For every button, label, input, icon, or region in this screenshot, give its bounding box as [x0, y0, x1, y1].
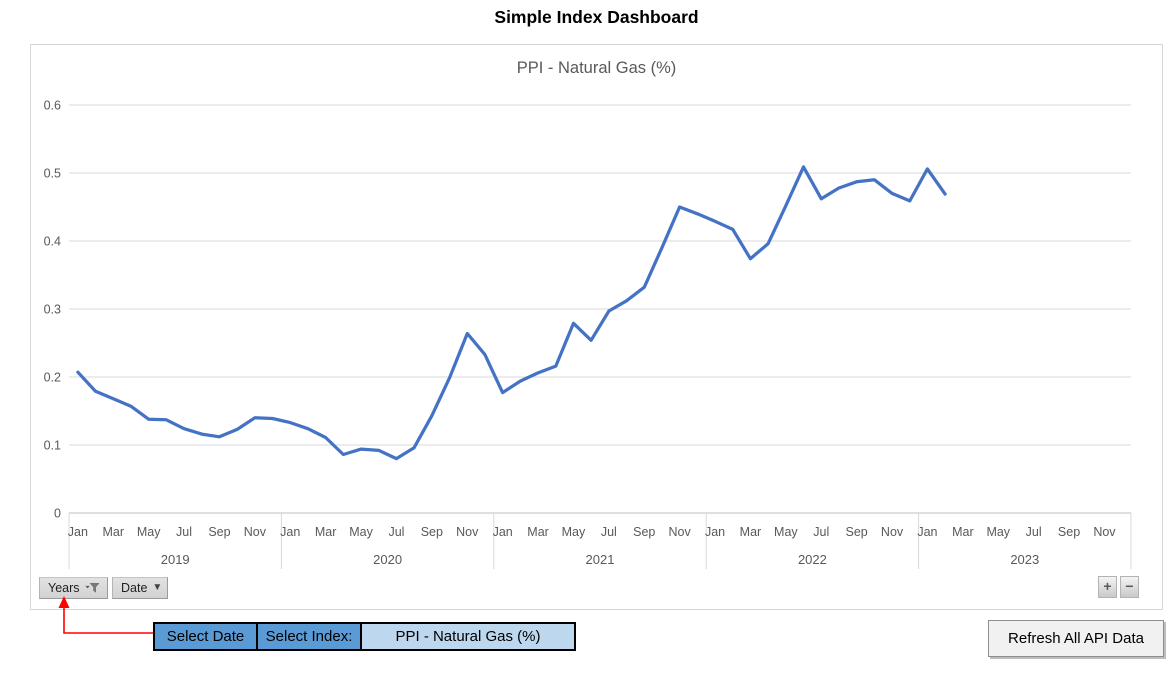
selector-strip: Select Date Select Index: PPI - Natural … [153, 622, 576, 651]
chevron-down-icon: ▼ [152, 582, 163, 593]
svg-text:Mar: Mar [102, 525, 124, 539]
svg-text:Nov: Nov [456, 525, 479, 539]
collapse-field-button[interactable]: − [1120, 576, 1139, 598]
svg-text:Jul: Jul [813, 525, 829, 539]
filter-funnel-icon [84, 583, 99, 593]
svg-text:Mar: Mar [952, 525, 974, 539]
svg-text:0.2: 0.2 [44, 371, 61, 385]
svg-text:Jan: Jan [917, 525, 937, 539]
svg-text:Sep: Sep [1058, 525, 1080, 539]
select-date-cell[interactable]: Select Date [155, 624, 258, 649]
svg-text:2020: 2020 [373, 552, 402, 567]
expand-field-button[interactable]: + [1098, 576, 1117, 598]
svg-text:0: 0 [54, 507, 61, 521]
svg-text:Sep: Sep [421, 525, 443, 539]
svg-text:Jan: Jan [705, 525, 725, 539]
svg-text:2022: 2022 [798, 552, 827, 567]
svg-text:Jan: Jan [493, 525, 513, 539]
svg-text:0.6: 0.6 [44, 99, 61, 113]
chart-card: PPI - Natural Gas (%) 0 0.1 0.2 0.3 0.4 0.5 0.… [30, 44, 1163, 610]
svg-text:2019: 2019 [161, 552, 190, 567]
svg-text:Sep: Sep [846, 525, 868, 539]
svg-text:Nov: Nov [881, 525, 904, 539]
svg-text:Mar: Mar [315, 525, 337, 539]
years-field-label: Years [48, 581, 80, 595]
svg-text:0.1: 0.1 [44, 439, 61, 453]
svg-text:Sep: Sep [208, 525, 230, 539]
svg-text:May: May [562, 525, 586, 539]
svg-text:Jul: Jul [601, 525, 617, 539]
svg-text:Mar: Mar [740, 525, 762, 539]
svg-text:Nov: Nov [1093, 525, 1116, 539]
svg-text:May: May [774, 525, 798, 539]
svg-text:Jan: Jan [280, 525, 300, 539]
svg-text:2021: 2021 [586, 552, 615, 567]
svg-text:Jul: Jul [176, 525, 192, 539]
page-title: Simple Index Dashboard [494, 7, 699, 27]
svg-text:Mar: Mar [527, 525, 549, 539]
date-field-button[interactable]: Date ▼ [112, 577, 168, 599]
svg-text:0.5: 0.5 [44, 167, 61, 181]
svg-text:Nov: Nov [669, 525, 692, 539]
svg-text:2023: 2023 [1010, 552, 1039, 567]
svg-text:Jan: Jan [68, 525, 88, 539]
svg-text:Jul: Jul [388, 525, 404, 539]
svg-text:May: May [986, 525, 1010, 539]
svg-text:0.4: 0.4 [44, 235, 61, 249]
svg-text:Sep: Sep [633, 525, 655, 539]
svg-text:Jul: Jul [1026, 525, 1042, 539]
svg-text:May: May [349, 525, 373, 539]
ppi-line-chart: 0 0.1 0.2 0.3 0.4 0.5 0.6 Jan Mar May Jul Sep Nov 201… [44, 99, 1132, 569]
selected-index-value-cell[interactable]: PPI - Natural Gas (%) [362, 624, 574, 649]
svg-text:Nov: Nov [244, 525, 267, 539]
svg-text:0.3: 0.3 [44, 303, 61, 317]
years-field-button[interactable]: Years [39, 577, 108, 599]
chart-title: PPI - Natural Gas (%) [516, 59, 677, 77]
annotation-arrow [58, 596, 153, 634]
svg-text:May: May [137, 525, 161, 539]
select-index-cell[interactable]: Select Index: [258, 624, 362, 649]
date-field-label: Date [121, 581, 148, 595]
refresh-api-data-button[interactable]: Refresh All API Data [988, 620, 1164, 657]
